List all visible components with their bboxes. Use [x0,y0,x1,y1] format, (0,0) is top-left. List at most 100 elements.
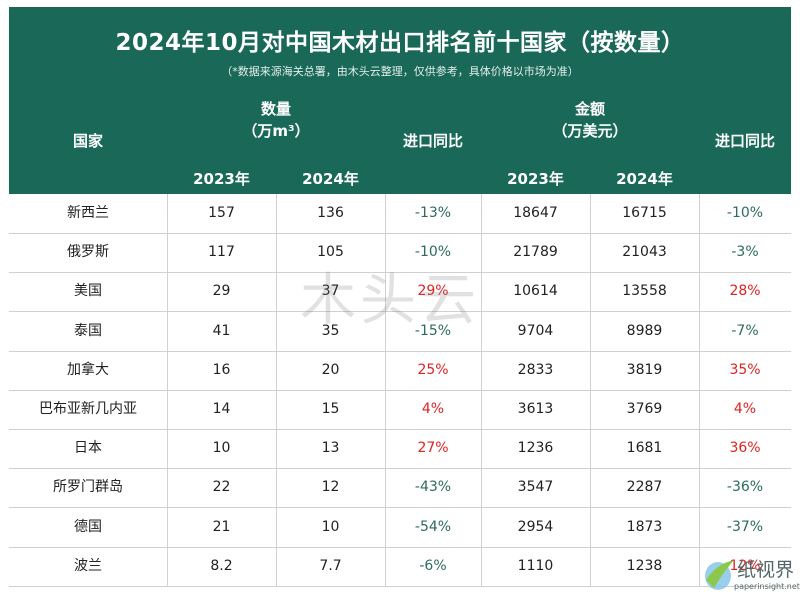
cell-q2024: 136 [317,205,344,221]
cell-q2024: 35 [321,322,340,339]
cell-country: 俄罗斯 [67,244,109,261]
cell-country: 波兰 [74,557,102,574]
cell-country: 泰国 [74,322,102,339]
cell-a2023: 18647 [513,205,558,221]
header-quantity-unit: （万m³） [242,122,310,140]
cell-country: 所罗门群岛 [53,479,123,496]
header-amount-unit: （万美元） [552,122,628,140]
cell-q2023: 10 [212,440,231,457]
cell-q2023: 157 [208,205,235,221]
cell-q2023: 16 [212,361,231,378]
cell-q2024: 37 [321,283,340,300]
cell-ayoy: 4% [733,401,757,417]
cell-q2024: 10 [321,518,340,535]
cell-a2023: 2954 [517,518,554,535]
header-a-2024: 2024年 [616,170,673,188]
cell-country: 新西兰 [67,205,109,221]
cell-qyoy: 4% [421,401,445,417]
cell-a2024: 16715 [622,205,667,221]
cell-a2023: 2833 [517,361,554,378]
cell-a2024: 2287 [626,479,663,496]
cell-q2023: 41 [212,322,231,339]
cell-qyoy: 29% [417,283,449,300]
column-divider [699,194,700,586]
cell-ayoy: 28% [729,283,761,300]
column-divider [167,194,168,586]
cell-a2023: 1110 [517,557,554,574]
header-q-2024: 2024年 [302,170,359,188]
cell-a2024: 1238 [626,557,663,574]
cell-a2023: 3613 [517,401,554,417]
cell-q2023: 21 [212,518,231,535]
cell-a2024: 1681 [626,440,663,457]
column-divider [590,194,591,586]
cell-q2023: 22 [212,479,231,496]
cell-q2023: 14 [212,401,231,417]
cell-a2024: 1873 [626,518,663,535]
cell-q2023: 29 [212,283,231,300]
header-amount: 金额 [574,100,605,118]
cell-qyoy: -13% [414,205,452,221]
cell-qyoy: -6% [419,557,447,574]
page-title: 2024年10月对中国木材出口排名前十国家（按数量） [115,30,685,56]
table-row: 新西兰 157 136 -13% 18647 16715 -10% [9,194,791,234]
table-row: 美国 29 37 29% 10614 13558 28% [9,272,791,313]
table-row: 波兰 8.2 7.7 -6% 1110 1238 12% [9,547,791,587]
header-q-2023: 2023年 [193,170,250,188]
cell-a2023: 21789 [513,244,558,261]
cell-country: 美国 [74,283,102,300]
cell-ayoy: -37% [726,518,764,535]
cell-a2023: 3547 [517,479,554,496]
cell-qyoy: -15% [414,322,452,339]
cell-qyoy: 25% [417,361,449,378]
cell-ayoy: 12% [729,557,761,574]
logo-icon [705,560,734,590]
table-row: 所罗门群岛 22 12 -43% 3547 2287 -36% [9,468,791,509]
cell-qyoy: -54% [414,518,452,535]
column-divider [385,194,386,586]
cell-q2024: 105 [317,244,344,261]
cell-q2024: 12 [321,479,340,496]
cell-a2024: 3819 [626,361,663,378]
header-amount-yoy: 进口同比 [714,132,775,150]
table-row: 德国 21 10 -54% 2954 1873 -37% [9,508,791,548]
cell-country: 德国 [74,518,102,535]
column-divider [481,194,482,586]
table-header: 2024年10月对中国木材出口排名前十国家（按数量） （*数据来源海关总署，由木… [9,7,791,194]
cell-a2024: 3769 [626,401,663,417]
table-row: 加拿大 16 20 25% 2833 3819 35% [9,351,791,391]
header-country: 国家 [72,132,103,150]
header-a-2023: 2023年 [507,170,564,188]
cell-qyoy: -43% [414,479,452,496]
cell-q2024: 13 [321,440,340,457]
cell-ayoy: 35% [729,361,761,378]
cell-country: 加拿大 [67,361,109,378]
cell-a2023: 9704 [517,322,554,339]
data-source-note: （*数据来源海关总署，由木头云整理，仅供参考，具体价格以市场为准） [221,65,579,78]
cell-q2024: 20 [321,361,340,378]
cell-a2024: 8989 [626,322,663,339]
cell-q2024: 7.7 [319,557,342,574]
cell-qyoy: -10% [414,244,452,261]
cell-q2023: 8.2 [210,557,233,574]
cell-ayoy: -36% [726,479,764,496]
cell-ayoy: -10% [726,205,764,221]
header-quantity: 数量 [260,100,291,118]
cell-ayoy: 36% [729,440,761,457]
table-row: 日本 10 13 27% 1236 1681 36% [9,429,791,470]
watermark: 木头云 [300,268,480,333]
cell-a2023: 10614 [513,283,558,300]
cell-q2024: 15 [321,401,340,417]
cell-q2023: 117 [208,244,235,261]
table-row: 俄罗斯 117 105 -10% 21789 21043 -3% [9,233,791,274]
column-divider [276,194,277,586]
cell-a2024: 21043 [622,244,667,261]
table-row: 泰国 41 35 -15% 9704 8989 -7% [9,312,791,352]
cell-qyoy: 27% [417,440,449,457]
logo-text: 纸视界 [737,559,795,581]
cell-a2024: 13558 [622,283,667,300]
logo-subtext: paperinsight.net [734,582,800,591]
cell-ayoy: -3% [731,244,759,261]
cell-country: 日本 [74,440,102,457]
cell-a2023: 1236 [517,440,554,457]
